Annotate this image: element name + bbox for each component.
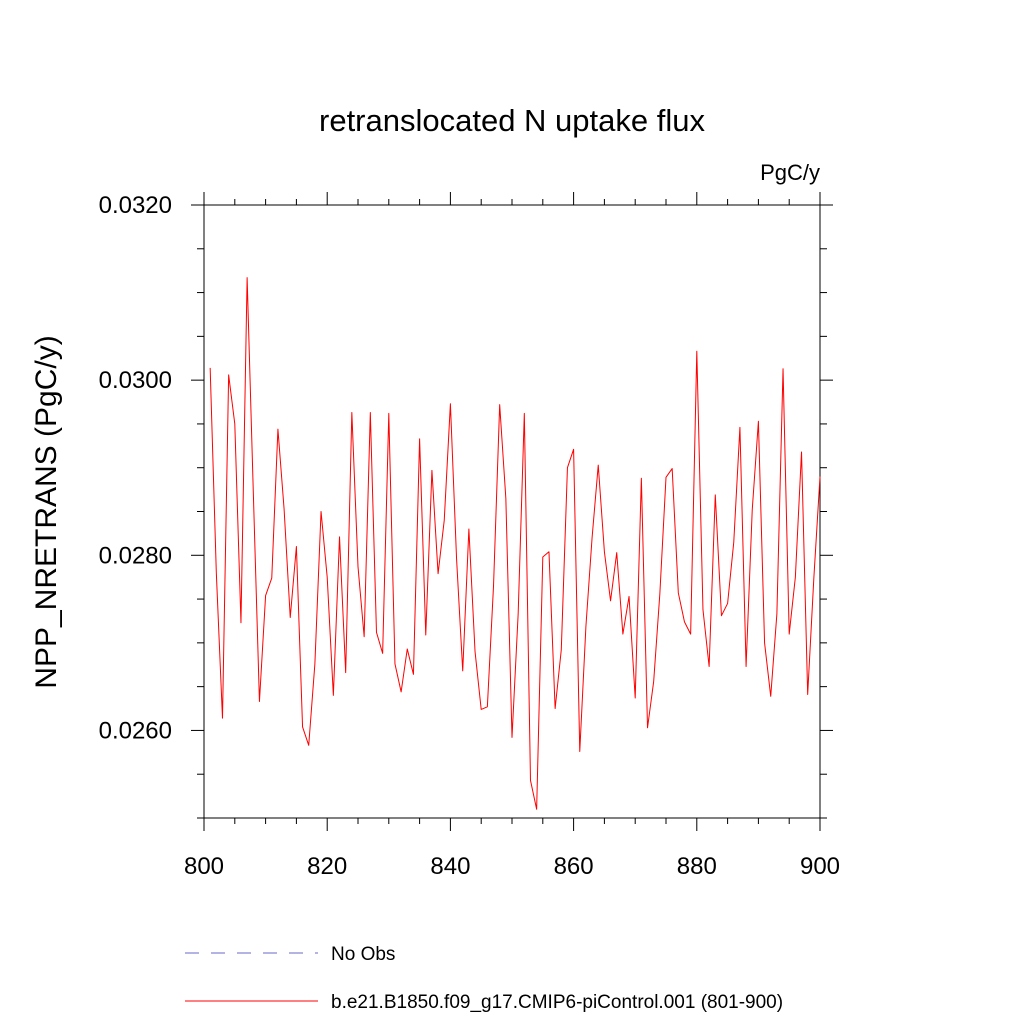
chart-title: retranslocated N uptake flux xyxy=(319,103,705,138)
y-tick-label: 0.0260 xyxy=(99,717,172,744)
x-tick-label: 860 xyxy=(554,853,594,880)
x-tick-label: 900 xyxy=(800,853,840,880)
legend-label-no-obs: No Obs xyxy=(331,944,395,965)
series-line-model xyxy=(209,277,821,810)
legend-label-model: b.e21.B1850.f09_g17.CMIP6-piControl.001 … xyxy=(331,992,783,1013)
axis-ticks xyxy=(191,192,833,831)
units-label: PgC/y xyxy=(760,160,820,185)
x-tick-label: 840 xyxy=(430,853,470,880)
legend: No Obs b.e21.B1850.f09_g17.CMIP6-piContr… xyxy=(185,944,783,1013)
series-layer xyxy=(209,277,821,810)
y-tick-label: 0.0280 xyxy=(99,542,172,569)
y-axis-label: NPP_NRETRANS (PgC/y) xyxy=(30,335,63,688)
x-tick-label: 880 xyxy=(677,853,717,880)
x-tick-label: 820 xyxy=(307,853,347,880)
x-tick-label: 800 xyxy=(184,853,224,880)
y-tick-label: 0.0320 xyxy=(99,192,172,219)
y-tick-label: 0.0300 xyxy=(99,367,172,394)
axis-tick-labels: 800 820 840 860 880 900 0.0260 0.0280 0.0300 0.03… xyxy=(99,192,840,880)
